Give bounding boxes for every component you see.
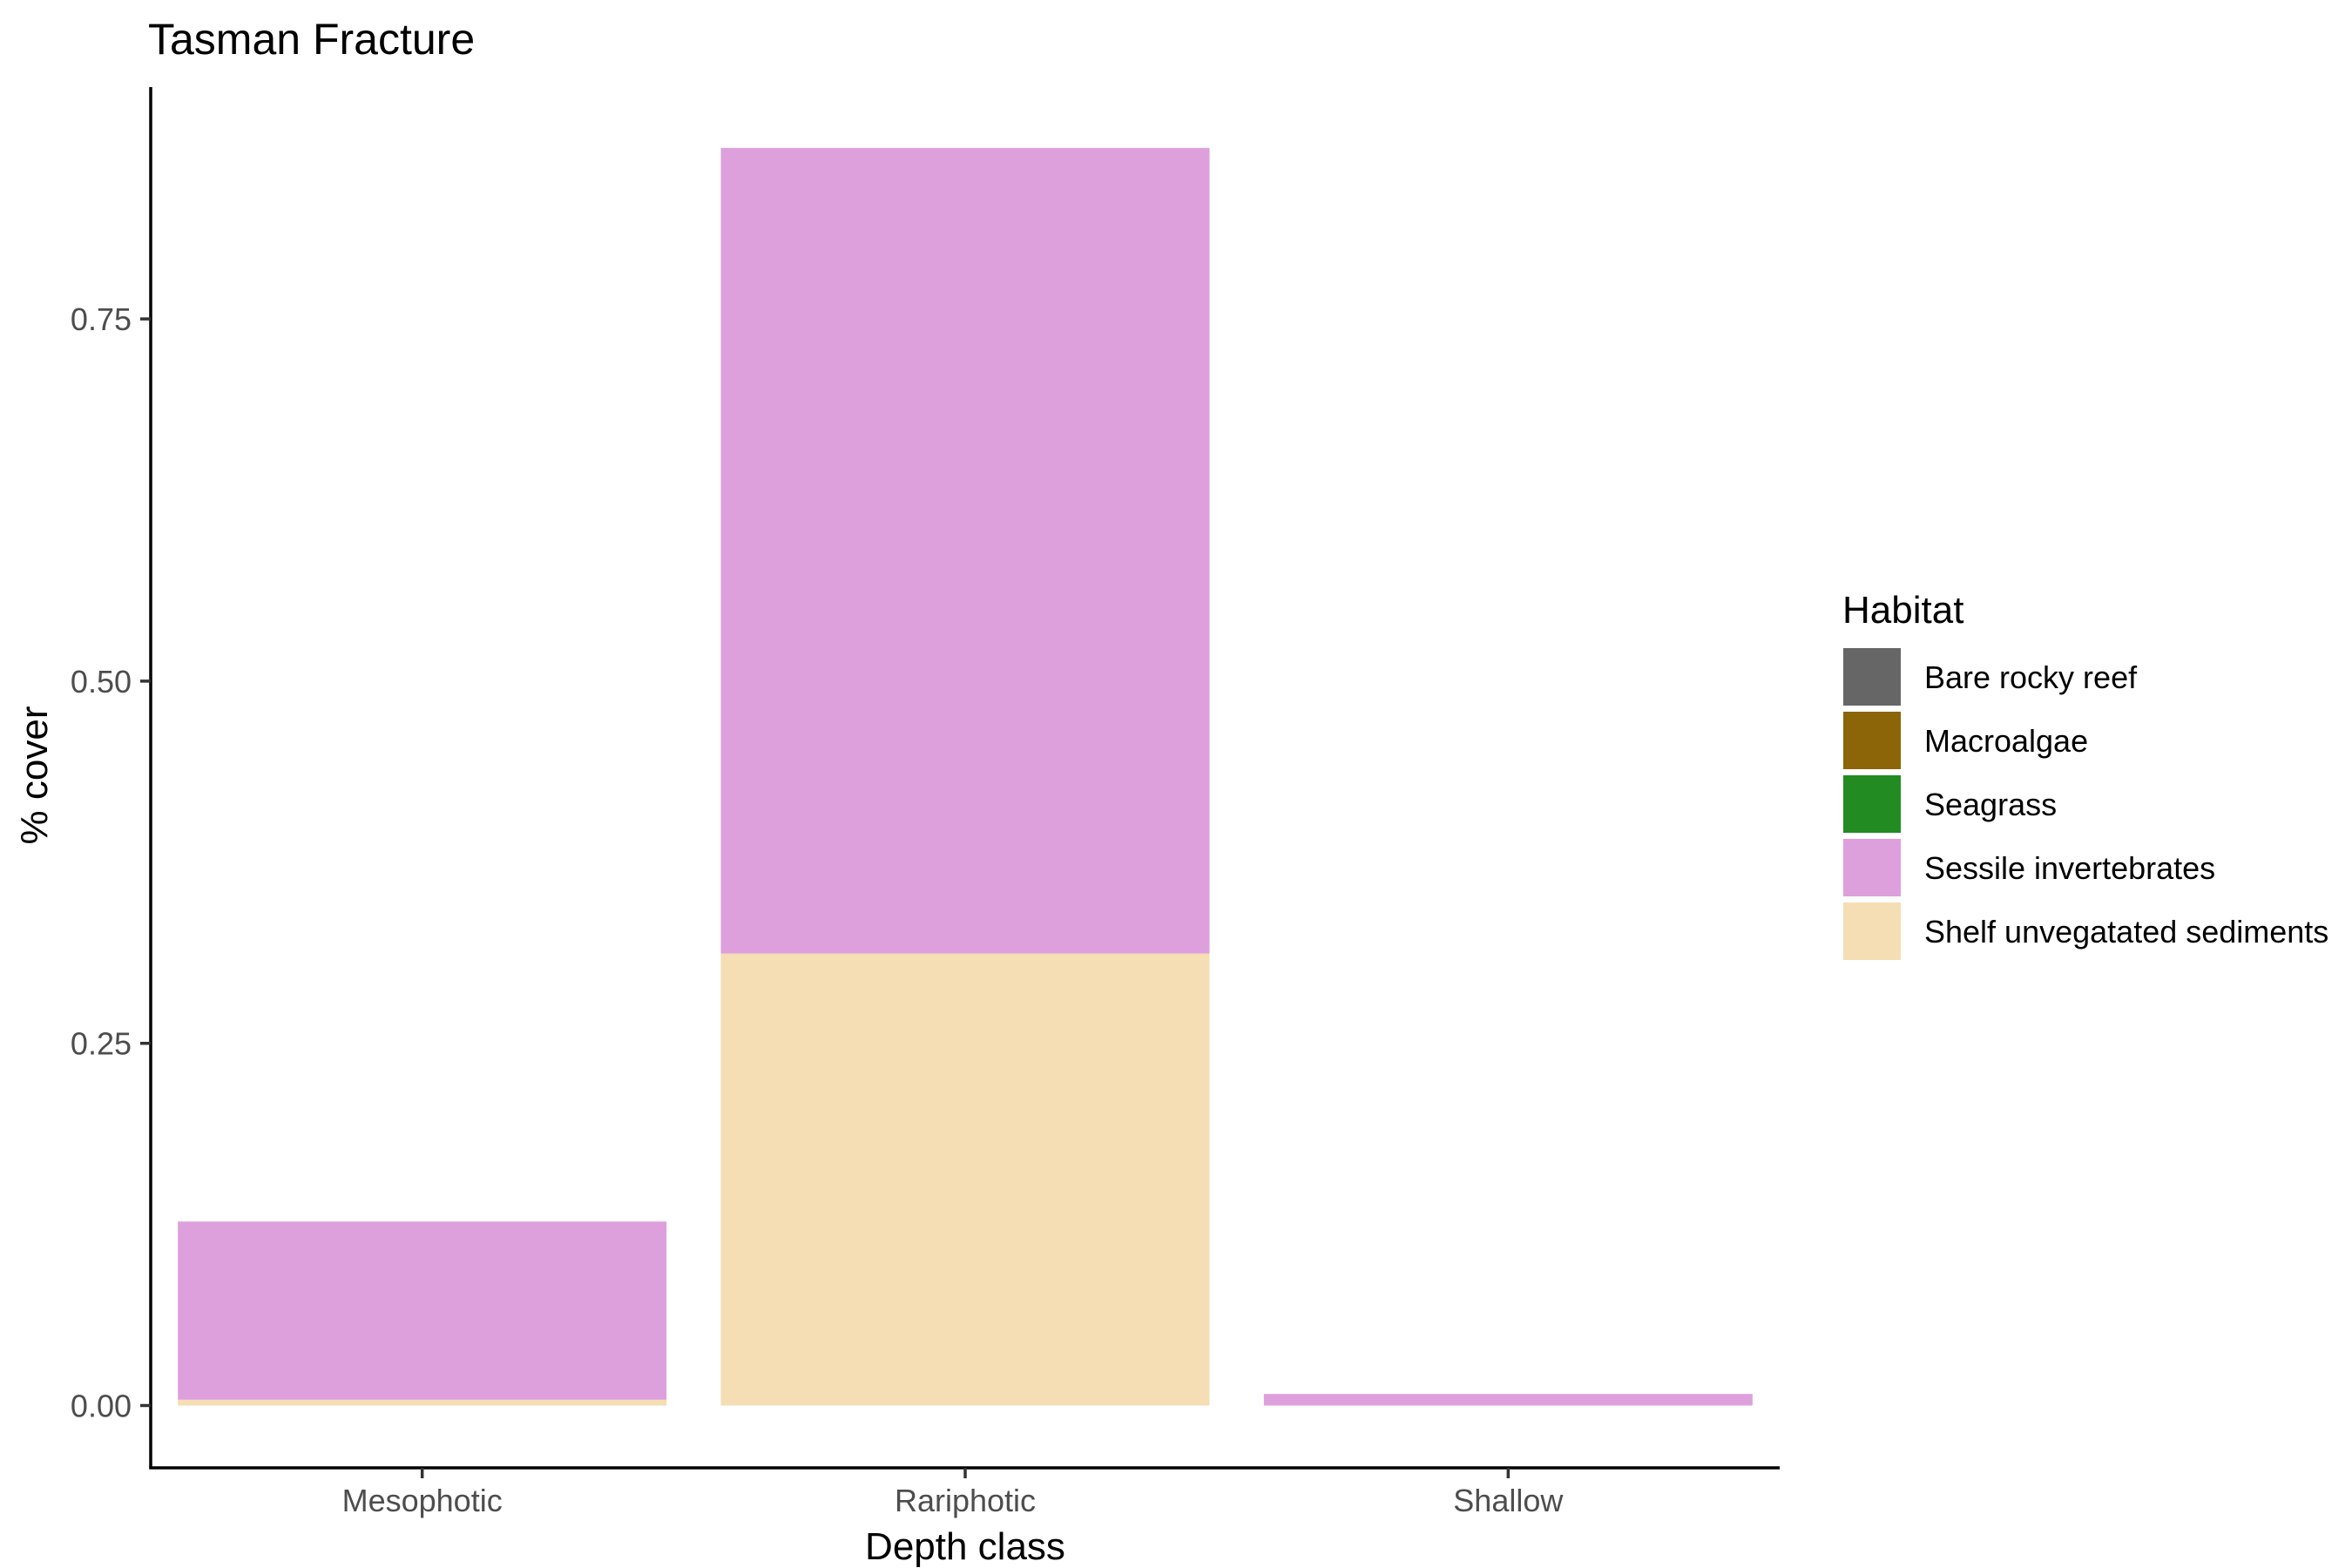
y-tick-label: 0.25: [71, 1026, 132, 1062]
legend-label: Sessile invertebrates: [1924, 850, 2215, 886]
legend-key-seagrass: [1842, 774, 1903, 835]
legend-items: Bare rocky reef Macroalgae Seagrass Sessile…: [1842, 646, 2328, 962]
legend-label: Macroalgae: [1924, 723, 2088, 759]
y-tick-label: 0.50: [71, 664, 132, 700]
bar-shallow-sessile-invertebrates: [1263, 1394, 1753, 1406]
x-axis-title: Depth class: [865, 1525, 1065, 1568]
x-tick-label: Mesophotic: [342, 1483, 503, 1518]
x-tick-label: Shallow: [1453, 1483, 1564, 1518]
x-tick-label: Rariphotic: [895, 1483, 1036, 1518]
x-ticks-layer: Mesophotic Rariphotic Shallow: [342, 1468, 1564, 1518]
legend-label: Shelf unvegatated sediments: [1924, 914, 2328, 950]
legend-label: Bare rocky reef: [1924, 659, 2138, 695]
bar-rariphotic-sessile-invertebrates: [720, 147, 1210, 954]
legend-title: Habitat: [1842, 589, 1963, 632]
y-axis-title: % cover: [13, 706, 56, 845]
legend-key-sessile-invertebrates: [1842, 837, 1903, 898]
legend-key-macroalgae: [1842, 710, 1903, 771]
bars-layer: [178, 147, 1753, 1406]
legend: Habitat Bare rocky reef Macroalgae Seagras…: [1842, 589, 2328, 962]
chart-title: Tasman Fracture: [148, 15, 475, 64]
y-ticks-layer: 0.00 0.25 0.50 0.75: [71, 301, 151, 1423]
y-tick-label: 0.75: [71, 301, 132, 337]
bar-mesophotic-shelf-unvegatated-sediments: [178, 1399, 667, 1406]
legend-key-shelf-unvegatated-sediments: [1842, 901, 1903, 962]
bar-mesophotic-sessile-invertebrates: [178, 1221, 667, 1400]
y-tick-label: 0.00: [71, 1388, 132, 1423]
legend-label: Seagrass: [1924, 787, 2057, 822]
legend-key-bare-rocky-reef: [1842, 646, 1903, 707]
bar-rariphotic-shelf-unvegatated-sediments: [720, 953, 1210, 1406]
